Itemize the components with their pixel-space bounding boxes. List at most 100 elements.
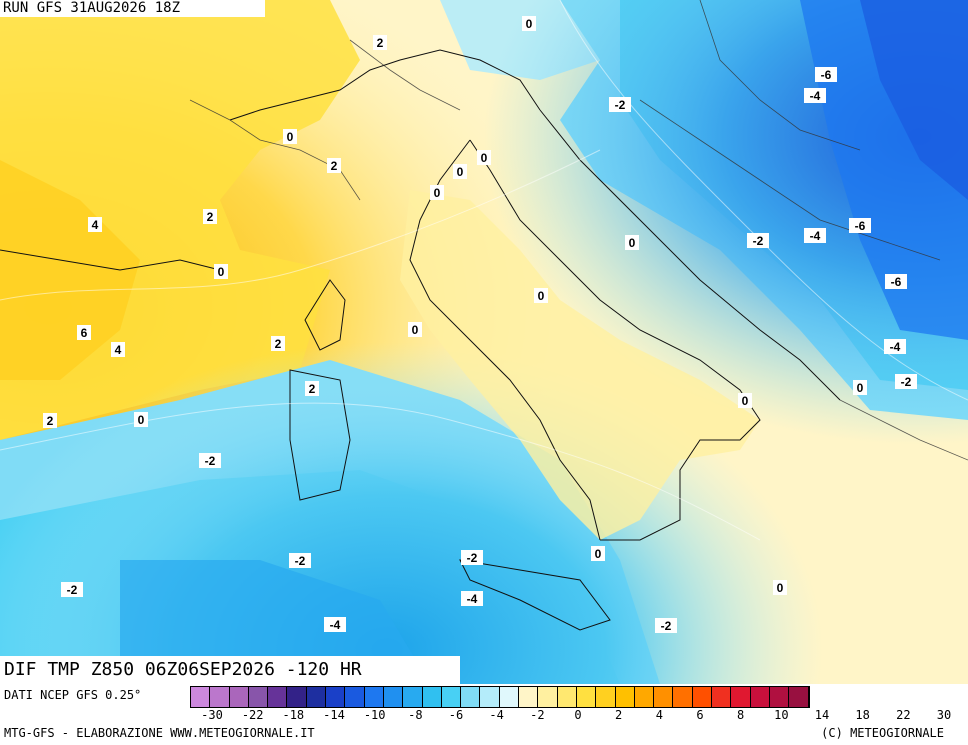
contour-label-bg (324, 617, 346, 632)
contour-label: -2 (295, 554, 306, 568)
contour-label: 0 (742, 394, 749, 408)
contour-label-bg (895, 374, 917, 389)
credit-left: MTG-GFS - ELABORAZIONE WWW.METEOGIORNALE… (4, 726, 315, 740)
scale-tick-label: -8 (408, 708, 423, 722)
contour-label-bg (88, 217, 102, 232)
contour-label-bg (609, 97, 631, 112)
contour-label-bg (773, 580, 787, 595)
contour-label-bg (305, 381, 319, 396)
contour-label: 0 (595, 547, 602, 561)
color-swatch (383, 687, 404, 707)
scale-tick-label: 22 (896, 708, 911, 722)
scale-tick-label: -6 (448, 708, 464, 722)
color-swatch (403, 687, 423, 707)
credit-right: (C) METEOGIORNALE (821, 726, 944, 740)
contour-label-bg (289, 553, 311, 568)
contour-label-bg (534, 288, 548, 303)
color-swatch (789, 687, 809, 707)
scale-tick-label: 2 (615, 708, 623, 722)
contour-label: 4 (92, 218, 99, 232)
contour-label-bg (408, 322, 422, 337)
contour-label-bg (804, 88, 826, 103)
contour-label-bg (283, 129, 297, 144)
contour-label-bg (61, 582, 83, 597)
scale-tick-label: 4 (655, 708, 663, 722)
contour-label: -2 (753, 234, 764, 248)
contour-label: 0 (218, 265, 225, 279)
contour-label-bg (327, 158, 341, 173)
contour-label-bg (461, 550, 483, 565)
contour-label: -4 (810, 229, 821, 243)
contour-label: 2 (309, 382, 316, 396)
color-swatch (306, 687, 327, 707)
color-swatch (596, 687, 616, 707)
contour-label-bg (853, 380, 867, 395)
contour-label: 0 (434, 186, 441, 200)
scale-tick-label: 14 (814, 708, 830, 722)
color-swatch (210, 687, 230, 707)
contour-label-bg (453, 164, 467, 179)
scale-tick-label: -4 (489, 708, 504, 722)
color-swatch (248, 687, 269, 707)
contour-label-bg (77, 325, 91, 340)
contour-label: 0 (629, 236, 636, 250)
scale-tick-label: 8 (737, 708, 745, 722)
color-swatch (326, 687, 346, 707)
contour-label: -2 (615, 98, 626, 112)
contour-label-bg (203, 209, 217, 224)
contour-label: -4 (810, 89, 821, 103)
color-scale-labels: -30 -22 -18 -14 -10 -8 -6 -4 -2 0 2 4 6 8 10 14 18 22 30 (190, 708, 966, 724)
color-swatch (712, 687, 732, 707)
scale-tick-label: -2 (530, 708, 545, 722)
contour-label-bg (214, 264, 228, 279)
contour-label-bg (477, 150, 491, 165)
contour-label: 0 (457, 165, 464, 179)
contour-label-bg (522, 16, 536, 31)
contour-label: -2 (901, 375, 912, 389)
color-swatch (654, 687, 674, 707)
scale-tick-label: -22 (241, 708, 264, 722)
contour-label-bg (849, 218, 871, 233)
contour-label-bg (625, 235, 639, 250)
scale-tick-label: 18 (855, 708, 870, 722)
scale-tick-label: -30 (201, 708, 223, 722)
color-swatch (441, 687, 462, 707)
map-title: DIF TMP Z850 06Z06SEP2026 -120 HR (0, 656, 460, 684)
contour-label-bg (738, 393, 752, 408)
contour-label-bg (591, 546, 605, 561)
data-source: DATI NCEP GFS 0.25° (4, 688, 142, 702)
color-swatch (229, 687, 249, 707)
scale-tick-label: 30 (936, 708, 952, 722)
contour-label: 0 (538, 289, 545, 303)
color-swatch (499, 687, 520, 707)
contour-label: -2 (661, 619, 672, 633)
contour-label-bg (655, 618, 677, 633)
contour-label: 2 (377, 36, 384, 50)
scale-tick-label: 10 (774, 708, 789, 722)
contour-label: -4 (890, 340, 901, 354)
contour-label-bg (430, 185, 444, 200)
contour-label: 6 (81, 326, 88, 340)
contour-label: -4 (467, 592, 478, 606)
scale-tick-label: -14 (323, 708, 345, 722)
contour-label-bg (885, 274, 907, 289)
scale-tick-label: 0 (574, 708, 582, 722)
color-swatch (692, 687, 713, 707)
color-swatch (615, 687, 635, 707)
contour-label: 2 (331, 159, 338, 173)
color-swatch (557, 687, 577, 707)
contour-label: 0 (526, 17, 533, 31)
contour-label-bg (804, 228, 826, 243)
contour-label-bg (111, 342, 125, 357)
contour-label: -6 (821, 68, 832, 82)
contour-label: 0 (777, 581, 784, 595)
contour-label: 2 (47, 414, 54, 428)
contour-label: 0 (138, 413, 145, 427)
scale-tick-label: -18 (282, 708, 305, 722)
contour-label: -2 (467, 551, 478, 565)
color-swatch (750, 687, 770, 707)
contour-label: 4 (115, 343, 122, 357)
contour-label-bg (461, 591, 483, 606)
color-swatch (191, 687, 211, 707)
